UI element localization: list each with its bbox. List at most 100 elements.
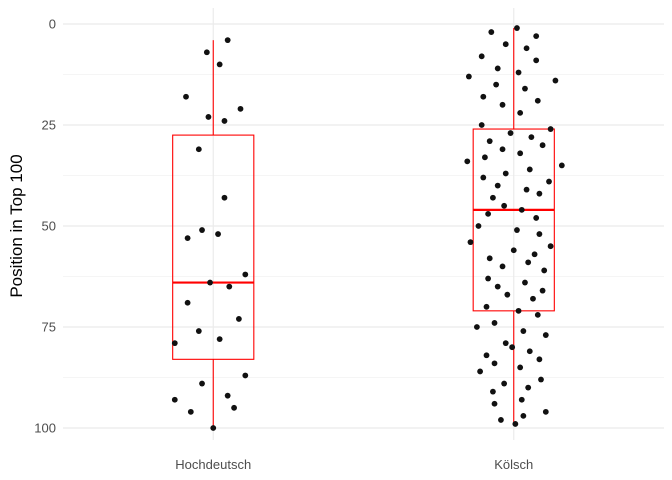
data-point [480,174,487,181]
data-point [528,134,535,141]
data-point [465,73,472,80]
data-point [242,372,249,379]
data-point [491,400,498,407]
data-point [539,287,546,294]
data-point [523,45,530,52]
data-point [526,166,533,173]
y-tick-label: 100 [34,421,56,436]
data-point [547,243,554,250]
data-point [501,202,508,209]
data-point [515,307,522,314]
data-point [183,93,189,100]
y-tick-label: 50 [42,219,56,234]
data-point [187,408,194,415]
data-point [235,316,242,322]
data-point [224,392,231,399]
data-point [539,142,546,149]
iqr-box [172,134,255,360]
data-point [478,122,485,128]
data-point [199,380,205,387]
data-point [221,118,228,124]
data-point [483,352,490,359]
data-point [512,421,519,427]
data-point [231,404,237,411]
data-point [494,65,501,72]
point-layer [171,25,565,431]
data-point [510,247,517,254]
data-point [199,227,205,233]
data-point [536,356,543,363]
data-point [242,271,249,278]
data-point [531,251,538,258]
data-point [502,340,509,347]
data-point [195,328,202,334]
data-point [533,33,540,40]
data-point [203,49,210,56]
data-point [522,85,528,92]
data-point [558,162,565,169]
data-point [515,69,522,76]
data-point [542,332,549,338]
data-point [475,223,482,229]
data-point [538,376,544,383]
data-point [520,412,527,419]
data-point [184,235,191,242]
data-point [237,105,244,112]
data-point [207,279,213,286]
x-tick-label: Hochdeutsch [175,457,251,472]
data-point [490,194,496,201]
y-tick-label: 25 [42,118,56,133]
data-point [525,259,532,266]
data-point [483,303,490,310]
data-point [498,417,504,423]
data-point [490,388,496,395]
data-point [467,239,474,246]
data-point [499,263,506,270]
data-point [493,81,500,88]
data-point [482,154,488,161]
data-point [504,291,511,298]
data-point [547,126,554,132]
data-point [216,61,223,68]
data-point [499,146,506,153]
data-point [536,231,543,237]
data-point [205,114,212,120]
data-point [486,255,493,262]
data-point [501,380,508,387]
data-point [522,279,528,286]
y-tick-label: 75 [42,320,56,335]
data-point [523,186,530,193]
data-point [171,340,178,347]
data-point [526,348,533,355]
data-point [171,396,178,403]
data-point [473,324,480,330]
y-tick-label: 0 [49,17,56,32]
data-point [491,360,498,367]
data-point [533,215,540,221]
data-point [514,227,520,233]
data-point [184,299,191,306]
data-point [536,190,543,197]
data-point [502,41,509,48]
data-point [509,344,516,351]
data-point [518,206,525,213]
data-point [534,97,541,104]
data-point [517,364,524,371]
data-point [494,182,501,189]
data-point [507,130,514,136]
data-point [215,231,221,237]
data-point [478,53,485,60]
data-point [210,425,217,431]
data-point [216,336,223,343]
data-point [488,29,495,35]
data-point [477,368,483,375]
data-point [491,320,498,326]
data-point [517,109,524,116]
data-point [514,25,520,31]
data-point [485,275,492,282]
data-point [499,101,506,108]
data-point [221,194,228,201]
data-point [517,150,524,157]
data-point [494,283,501,290]
data-point [520,328,527,334]
